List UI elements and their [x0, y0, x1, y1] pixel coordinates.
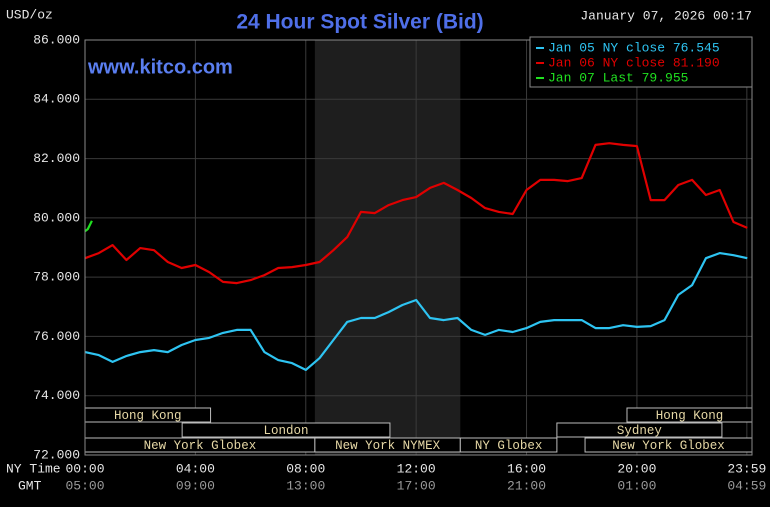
y-tick-label: 78.000	[33, 270, 80, 285]
y-tick-label: 76.000	[33, 329, 80, 344]
legend-label: Jan 07 Last 79.955	[548, 70, 688, 85]
gmt-tick-label: 21:00	[507, 478, 546, 493]
x-tick-label: 04:00	[176, 461, 215, 476]
shaded-region	[314, 40, 461, 455]
y-tick-label: 72.000	[33, 447, 80, 462]
x-tick-label: 08:00	[286, 461, 325, 476]
gmt-tick-label: 04:59	[727, 478, 766, 493]
watermark: www.kitco.com	[87, 56, 233, 78]
gmt-tick-label: 05:00	[65, 478, 104, 493]
session-label: New York Globex	[144, 439, 257, 453]
session-label: Hong Kong	[656, 409, 724, 423]
x-tick-label: 12:00	[397, 461, 436, 476]
series-line	[84, 252, 748, 371]
session-label: Sydney	[617, 424, 663, 438]
x-axis-label: NY Time	[6, 461, 61, 476]
y-tick-label: 74.000	[33, 388, 80, 403]
gmt-tick-label: 09:00	[176, 478, 215, 493]
session-label: New York NYMEX	[335, 439, 441, 453]
session-label: NY Globex	[475, 439, 543, 453]
y-tick-label: 84.000	[33, 92, 80, 107]
gmt-tick-label: 17:00	[397, 478, 436, 493]
legend-label: Jan 05 NY close 76.545	[548, 40, 720, 55]
x-tick-label: 23:59	[727, 461, 766, 476]
plot: 72.000 74.000 76.000 78.000 80.000 82.000 84.0…	[33, 32, 766, 493]
x2-axis-label: GMT	[18, 478, 42, 493]
legend-label: Jan 06 NY close 81.190	[548, 55, 720, 70]
y-tick-label: 80.000	[33, 210, 80, 225]
legend-box	[529, 36, 753, 88]
gmt-tick-label: 13:00	[286, 478, 325, 493]
timestamp: January 07, 2026 00:17	[580, 8, 752, 23]
session-label: London	[264, 424, 309, 438]
session-box	[556, 422, 723, 438]
x-tick-label: 20:00	[617, 461, 656, 476]
y-tick-label: 82.000	[33, 151, 80, 166]
x-tick-label: 00:00	[65, 461, 104, 476]
session-box	[459, 437, 558, 453]
y-tick-label: 86.000	[33, 32, 80, 47]
plot-frame	[84, 39, 753, 456]
series-line	[84, 220, 93, 233]
session-box	[181, 422, 391, 438]
y-unit-label: USD/oz	[6, 7, 53, 22]
chart-title: 24 Hour Spot Silver (Bid)	[236, 11, 483, 34]
series-line	[84, 142, 748, 285]
gmt-tick-label: 01:00	[617, 478, 656, 493]
x-tick-label: 16:00	[507, 461, 546, 476]
session-label: New York Globex	[612, 439, 725, 453]
session-label: Hong Kong	[114, 409, 182, 423]
